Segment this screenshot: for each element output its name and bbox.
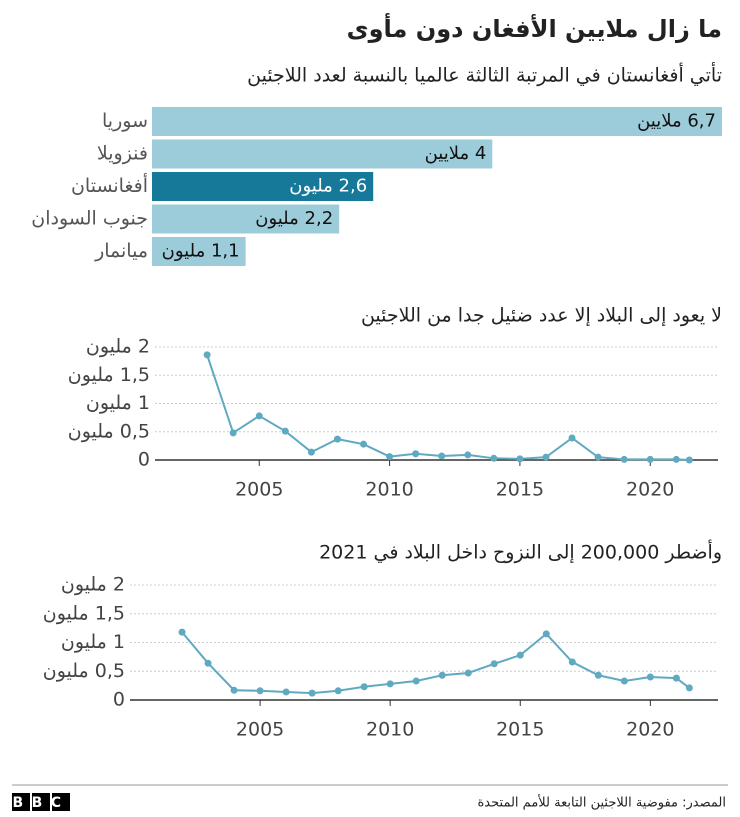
bar [152, 204, 340, 234]
point [620, 455, 628, 463]
point [646, 455, 654, 463]
value-label: 1,1 مليون [162, 241, 240, 262]
y-tick-label: 1,5 مليون [68, 364, 150, 386]
y-tick-label: 1,5 مليون [43, 602, 125, 624]
y-tick-label: 0,5 مليون [68, 420, 150, 442]
point [568, 434, 576, 442]
x-tick-label: 2015 [496, 479, 544, 501]
x-tick-label: 2010 [366, 719, 414, 741]
y-tick-label: 2 مليون [61, 574, 125, 596]
x-tick-label: 2020 [626, 719, 674, 741]
bar [152, 107, 722, 136]
chart-title: وأضطر 200,000 إلى النزوح داخل البلاد في … [319, 540, 722, 565]
y-tick-label: 2 مليون [86, 336, 150, 358]
y-tick-label: 0 [113, 689, 125, 711]
point [516, 455, 524, 463]
point [542, 630, 550, 638]
point [282, 688, 290, 696]
point [464, 669, 472, 677]
main-title: ما زال ملايين الأفغان دون مأوى [347, 13, 722, 43]
point [308, 689, 316, 697]
value-label: 2,6 مليون [289, 176, 367, 197]
point [229, 429, 237, 437]
source: المصدر: مفوضية اللاجئين التابعة للأمم ال… [478, 794, 727, 811]
y-tick-label: 1 مليون [61, 631, 125, 653]
point [412, 677, 420, 685]
point [646, 673, 654, 681]
point [672, 455, 680, 463]
point [620, 677, 628, 685]
point [178, 628, 186, 636]
point [386, 453, 394, 461]
point [438, 452, 446, 460]
chart-title: لا يعود إلى البلاد إلا عدد ضئيل جدا من ا… [361, 305, 722, 328]
bar [152, 172, 374, 201]
y-tick-label: 1 مليون [86, 392, 150, 414]
point [204, 659, 212, 667]
point [203, 351, 211, 359]
point [672, 674, 680, 682]
point [516, 651, 524, 659]
bbc-logo: BBC [12, 793, 70, 811]
x-tick-label: 2005 [236, 719, 284, 741]
point [333, 435, 341, 443]
category-label: أفغانستان [71, 173, 148, 197]
point [464, 451, 472, 459]
point [438, 671, 446, 679]
line [181, 631, 690, 695]
point [490, 660, 498, 668]
chart-title: تأتي أفغانستان في المرتبة الثالثة عالميا… [247, 62, 722, 87]
point [334, 687, 342, 695]
point [490, 454, 498, 462]
y-tick-label: 0 [138, 449, 150, 471]
point [360, 440, 368, 448]
point [412, 450, 420, 458]
x-tick-label: 2020 [626, 479, 674, 501]
y-tick-label: 0,5 مليون [43, 660, 125, 682]
point [594, 453, 602, 461]
point [360, 683, 368, 691]
point [256, 687, 264, 695]
point [255, 412, 263, 420]
x-tick-label: 2015 [496, 719, 544, 741]
point [307, 448, 315, 456]
bar [152, 237, 246, 266]
point [568, 658, 576, 666]
line [206, 354, 690, 461]
point [542, 453, 550, 461]
point [230, 686, 238, 694]
logo: BBC [12, 795, 69, 811]
point [281, 427, 289, 435]
value-label: 6,7 ملايين [637, 111, 716, 132]
point [594, 671, 602, 679]
bar [152, 139, 493, 169]
point [685, 456, 693, 464]
x-tick-label: 2010 [365, 479, 413, 501]
category-label: ميانمار [94, 240, 148, 262]
category-label: جنوب السودان [31, 208, 148, 230]
value-label: 4 ملايين [425, 143, 487, 164]
category-label: فنزويلا [97, 143, 148, 165]
point [386, 680, 394, 688]
category-label: سوريا [102, 110, 148, 132]
value-label: 2,2 مليون [255, 208, 333, 229]
point [685, 684, 693, 692]
x-tick-label: 2005 [235, 479, 283, 501]
